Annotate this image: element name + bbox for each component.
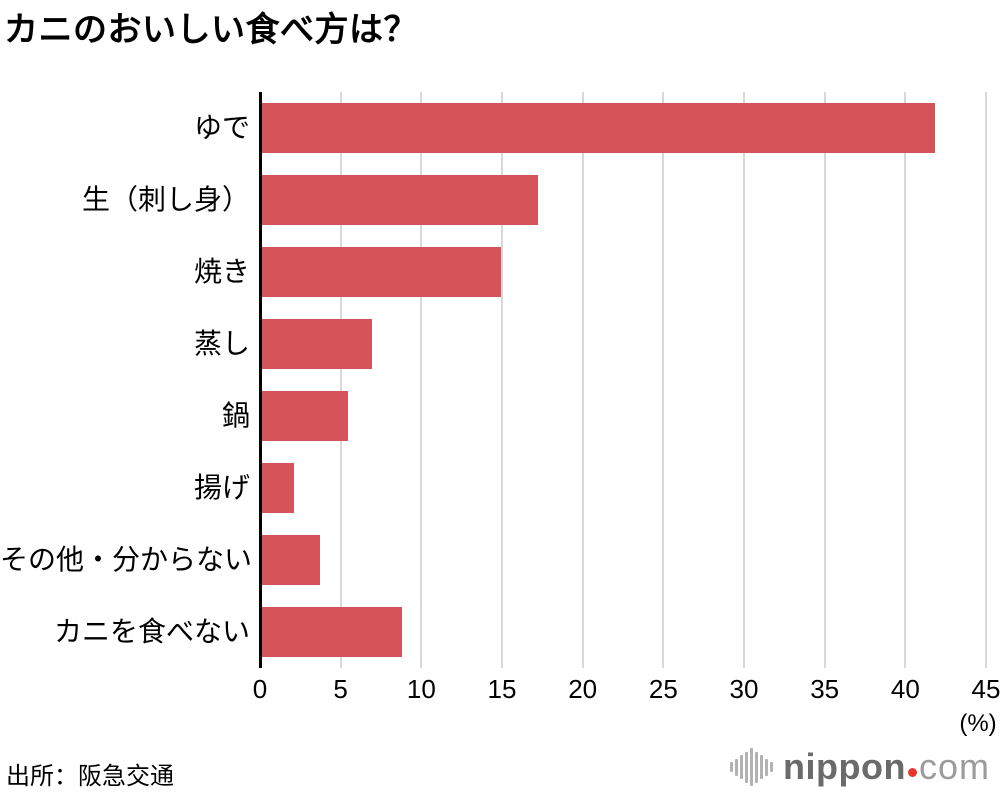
gridline [743,92,745,668]
soundwave-bars-icon [730,747,774,787]
x-tick-label: 45 [971,674,1000,704]
nippon-com-logo: nippon com [730,744,990,790]
bar [262,607,403,657]
category-label: 揚げ [193,472,250,503]
gridline [420,92,423,668]
bar [262,535,321,585]
gridline [823,92,826,668]
bar [262,103,935,153]
brand-text: nippon com [783,747,990,787]
x-tick-label: 5 [333,674,348,704]
bar [262,247,501,297]
category-label: 鍋 [221,400,250,431]
x-tick-label: 40 [890,674,920,704]
category-label: その他・分からない [0,544,253,575]
x-tick-label: 20 [568,674,598,704]
category-label: ゆで [193,112,250,143]
x-tick-label: 25 [648,674,678,704]
brand-tld: com [918,746,990,787]
gridline [339,92,342,668]
chart-title: カニのおいしい食べ方は？ [4,11,418,49]
gridline [985,92,987,668]
gridline [904,92,907,668]
gridline [662,92,665,668]
bar [262,175,538,225]
y-axis-line [259,92,262,668]
category-label: 生（刺し身） [81,184,250,215]
category-label: 焼き [193,256,250,287]
bar [262,319,372,369]
x-tick-label: 35 [810,674,840,704]
x-tick-label: 0 [252,674,268,704]
x-tick-label: 30 [729,674,759,704]
gridline [581,92,584,668]
plot-area: 0 5 10 15 20 25 30 35 40 45 (%) [253,92,1000,737]
gridline [501,92,503,668]
x-tick-label: 15 [487,674,517,704]
bar [262,463,295,513]
x-tick-label: 10 [406,674,436,704]
category-label: 蒸し [193,328,250,359]
brand-dot-icon [907,768,917,777]
bar [262,391,348,441]
x-axis-unit-label: (%) [959,710,997,737]
source-note: 出所：阪急交通 [6,763,174,790]
brand-name: nippon [783,746,906,787]
category-label: カニを食べない [53,616,250,647]
